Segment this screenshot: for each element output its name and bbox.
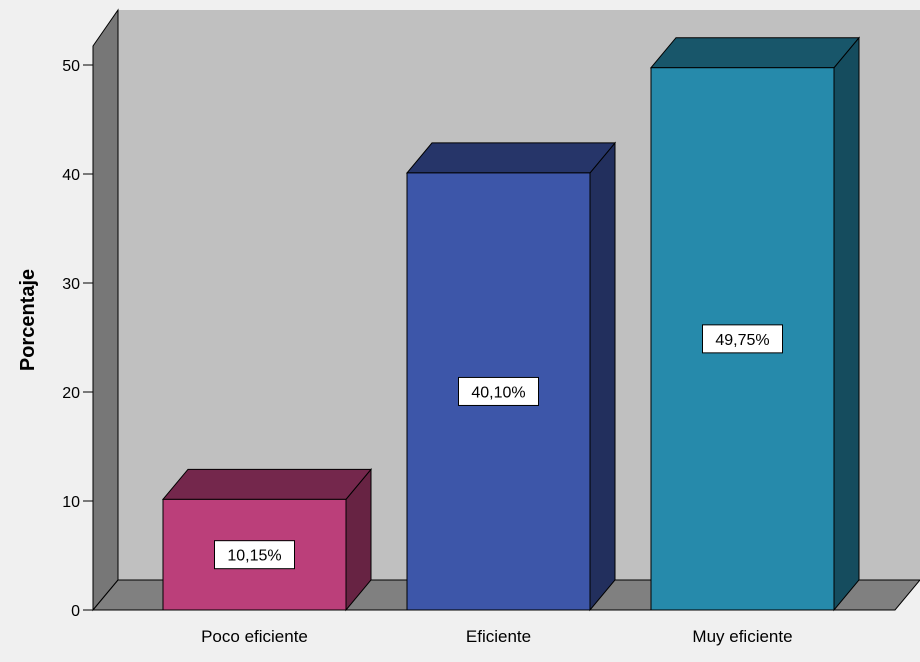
side-wall — [92, 8, 119, 612]
y-tick-label: 20 — [62, 385, 80, 402]
y-axis: 0 10 20 30 40 50 — [62, 46, 94, 620]
bar-side — [833, 36, 860, 612]
y-tick-label: 50 — [62, 58, 80, 75]
bars: 10,15% 40,10% 49,75% — [161, 36, 861, 612]
bar-top — [405, 142, 617, 174]
y-tick-label: 40 — [62, 167, 80, 184]
data-label: 49,75% — [715, 332, 769, 349]
bar-2: 40,10% — [405, 141, 617, 612]
data-label-box — [458, 376, 539, 406]
y-axis-title: Porcentaje — [17, 269, 39, 371]
data-label-box — [214, 540, 295, 570]
bar-front — [406, 172, 591, 611]
data-label: 40,10% — [471, 384, 525, 401]
bar-1: 10,15% — [161, 467, 373, 612]
x-tick-label: Muy eficiente — [692, 627, 792, 646]
bar-3: 49,75% — [649, 36, 861, 612]
bar-top — [649, 37, 861, 69]
y-tick-label: 30 — [62, 276, 80, 293]
x-tick-label: Poco eficiente — [201, 627, 308, 646]
y-tick-label: 0 — [71, 603, 80, 620]
x-tick-label: Eficiente — [466, 627, 531, 646]
category-labels: Poco eficiente Eficiente Muy eficiente — [201, 627, 792, 646]
y-tick-label: 10 — [62, 494, 80, 511]
data-label-box — [702, 324, 783, 354]
bar-top — [161, 468, 373, 500]
data-label: 10,15% — [227, 548, 281, 565]
bar-side — [589, 141, 616, 612]
